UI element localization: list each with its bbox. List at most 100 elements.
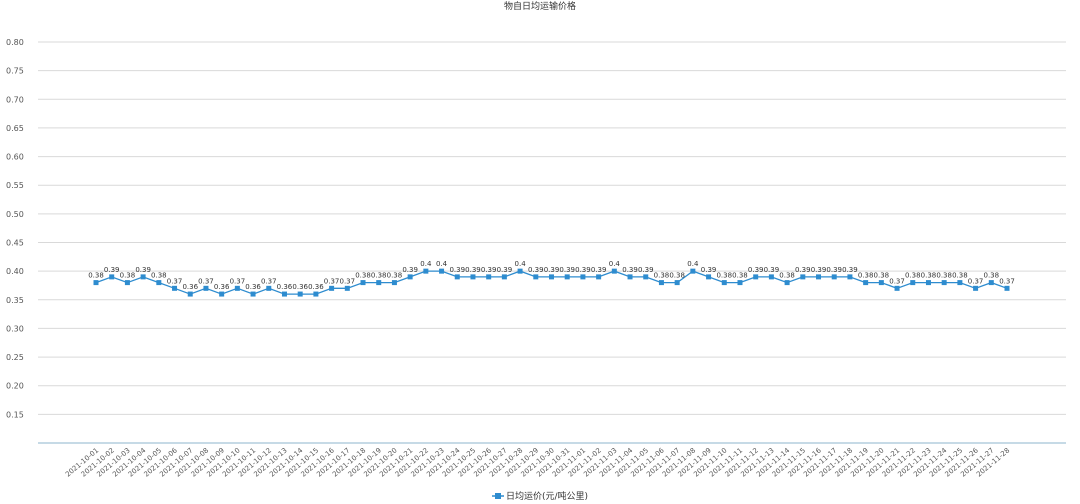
y-tick-label: 0.65 [6,124,24,133]
data-point[interactable] [203,285,209,291]
data-point[interactable] [470,274,476,280]
data-label: 0.37 [261,277,277,285]
data-point[interactable] [721,280,727,286]
data-point[interactable] [439,268,445,274]
data-point[interactable] [329,285,335,291]
data-point[interactable] [376,280,382,286]
data-point[interactable] [596,274,602,280]
data-point[interactable] [250,291,256,297]
data-label: 0.39 [544,266,560,274]
data-point[interactable] [941,280,947,286]
data-point[interactable] [140,274,146,280]
data-label: 0.39 [135,266,151,274]
data-point[interactable] [266,285,272,291]
data-point[interactable] [391,280,397,286]
data-point[interactable] [580,274,586,280]
data-point[interactable] [344,285,350,291]
data-point[interactable] [1004,285,1010,291]
data-point[interactable] [533,274,539,280]
data-point[interactable] [957,280,963,286]
y-tick-label: 0.20 [6,382,24,391]
data-point[interactable] [549,274,554,280]
y-tick-label: 0.60 [6,153,24,162]
data-label: 0.37 [999,277,1015,285]
data-point[interactable] [800,274,806,280]
data-point[interactable] [486,274,492,280]
data-label: 0.39 [559,266,575,274]
data-label: 0.39 [701,266,717,274]
y-tick-label: 0.50 [6,210,24,219]
data-point[interactable] [658,280,664,286]
data-point[interactable] [816,274,822,280]
data-label: 0.4 [687,260,699,268]
data-label: 0.4 [609,260,621,268]
data-point[interactable] [894,285,900,291]
data-point[interactable] [124,280,130,286]
data-label: 0.39 [575,266,591,274]
data-label: 0.38 [669,272,685,280]
data-point[interactable] [454,274,460,280]
data-label: 0.39 [449,266,465,274]
data-label: 0.38 [936,272,952,280]
data-point[interactable] [93,280,99,286]
data-label: 0.36 [214,283,230,291]
data-point[interactable] [847,274,853,280]
data-label: 0.37 [889,277,905,285]
data-label: 0.38 [371,272,387,280]
y-tick-label: 0.40 [6,267,24,276]
data-label: 0.39 [826,266,842,274]
data-label: 0.37 [324,277,340,285]
data-label: 0.38 [120,272,136,280]
data-point[interactable] [281,291,287,297]
y-tick-label: 0.55 [6,181,24,190]
data-label: 0.39 [497,266,513,274]
data-label: 0.37 [198,277,214,285]
data-label: 0.39 [104,266,120,274]
data-label: 0.39 [842,266,858,274]
data-point[interactable] [517,268,523,274]
data-label: 0.39 [528,266,544,274]
data-point[interactable] [219,291,225,297]
data-label-layer: 0.380.390.380.390.380.370.360.370.360.37… [88,260,1015,291]
data-point[interactable] [784,280,790,286]
data-point[interactable] [172,285,178,291]
data-point[interactable] [109,274,115,280]
data-point[interactable] [234,285,240,291]
data-label: 0.39 [591,266,607,274]
data-point[interactable] [910,280,916,286]
data-point[interactable] [988,280,994,286]
data-point[interactable] [313,291,319,297]
data-point[interactable] [643,274,649,280]
data-point[interactable] [187,291,193,297]
legend[interactable]: 日均运价(元/吨公里) [492,490,588,502]
data-point[interactable] [501,274,507,280]
data-point[interactable] [564,274,570,280]
data-point[interactable] [863,280,869,286]
chart-title: 物自日均运输价格 [504,0,576,12]
data-point[interactable] [297,291,303,297]
data-point[interactable] [156,280,162,286]
data-point[interactable] [768,274,774,280]
data-point[interactable] [360,280,366,286]
data-point[interactable] [706,274,712,280]
y-tick-label: 0.35 [6,296,24,305]
data-point[interactable] [423,268,429,274]
data-label: 0.38 [387,272,403,280]
data-point[interactable] [753,274,759,280]
data-point[interactable] [674,280,680,286]
data-point[interactable] [611,268,617,274]
data-point[interactable] [627,274,633,280]
data-point[interactable] [737,280,743,286]
data-point[interactable] [878,280,884,286]
data-point[interactable] [925,280,931,286]
y-tick-label: 0.80 [6,38,24,47]
data-point[interactable] [973,285,979,291]
data-label: 0.39 [764,266,780,274]
data-point[interactable] [690,268,696,274]
data-point[interactable] [831,274,837,280]
data-label: 0.39 [402,266,418,274]
series-layer [93,268,1010,297]
data-point[interactable] [407,274,413,280]
data-label: 0.38 [921,272,937,280]
